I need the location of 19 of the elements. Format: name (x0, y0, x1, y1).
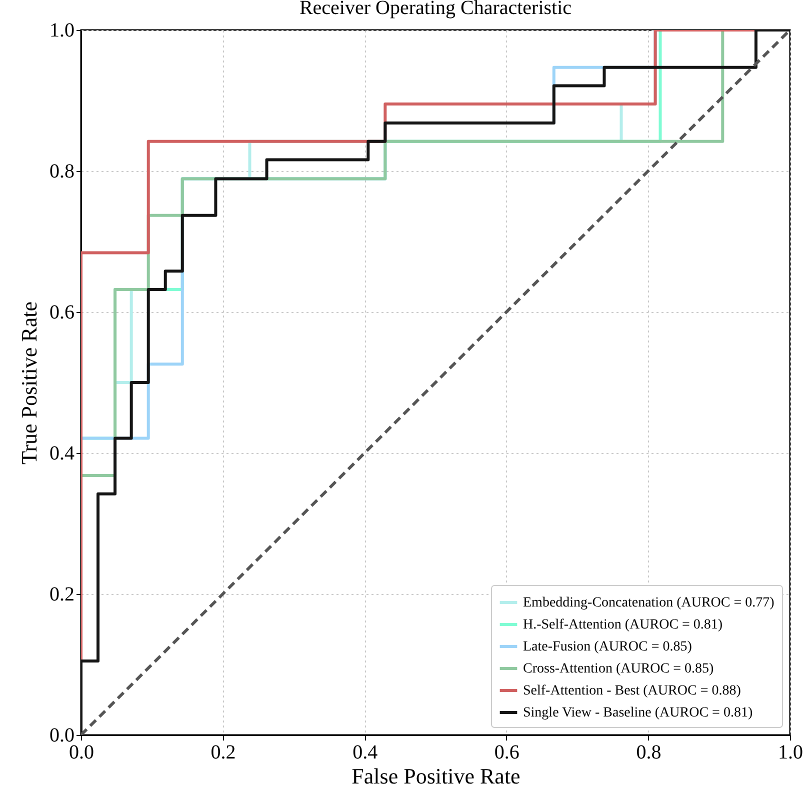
x-tick-label: 0.2 (210, 742, 236, 764)
y-tick-label: 0.2 (50, 584, 74, 606)
legend-label: Self-Attention - Best (AUROC = 0.88) (523, 684, 742, 698)
y-tick-label: 0.8 (50, 160, 74, 182)
y-tick-label: 0.6 (50, 302, 74, 324)
legend-label: Embedding-Concatenation (AUROC = 0.77) (523, 596, 775, 610)
x-tick-label: 0.4 (352, 742, 378, 764)
x-tick-label: 0.8 (636, 742, 662, 764)
y-tick-label: 1.0 (50, 20, 74, 42)
legend-label: Single View - Baseline (AUROC = 0.81) (523, 706, 753, 720)
legend-label: Late-Fusion (AUROC = 0.85) (523, 640, 692, 654)
legend-label: H.-Self-Attention (AUROC = 0.81) (523, 618, 723, 632)
x-tick-label: 1.0 (778, 742, 803, 764)
x-tick-label: 0.6 (494, 742, 520, 764)
y-axis-title: True Positive Rate (16, 302, 42, 464)
x-axis-title: False Positive Rate (352, 764, 520, 788)
y-tick-label: 0.4 (50, 442, 74, 464)
legend-label: Cross-Attention (AUROC = 0.85) (523, 662, 714, 676)
chart-title: Receiver Operating Characteristic (299, 0, 572, 19)
